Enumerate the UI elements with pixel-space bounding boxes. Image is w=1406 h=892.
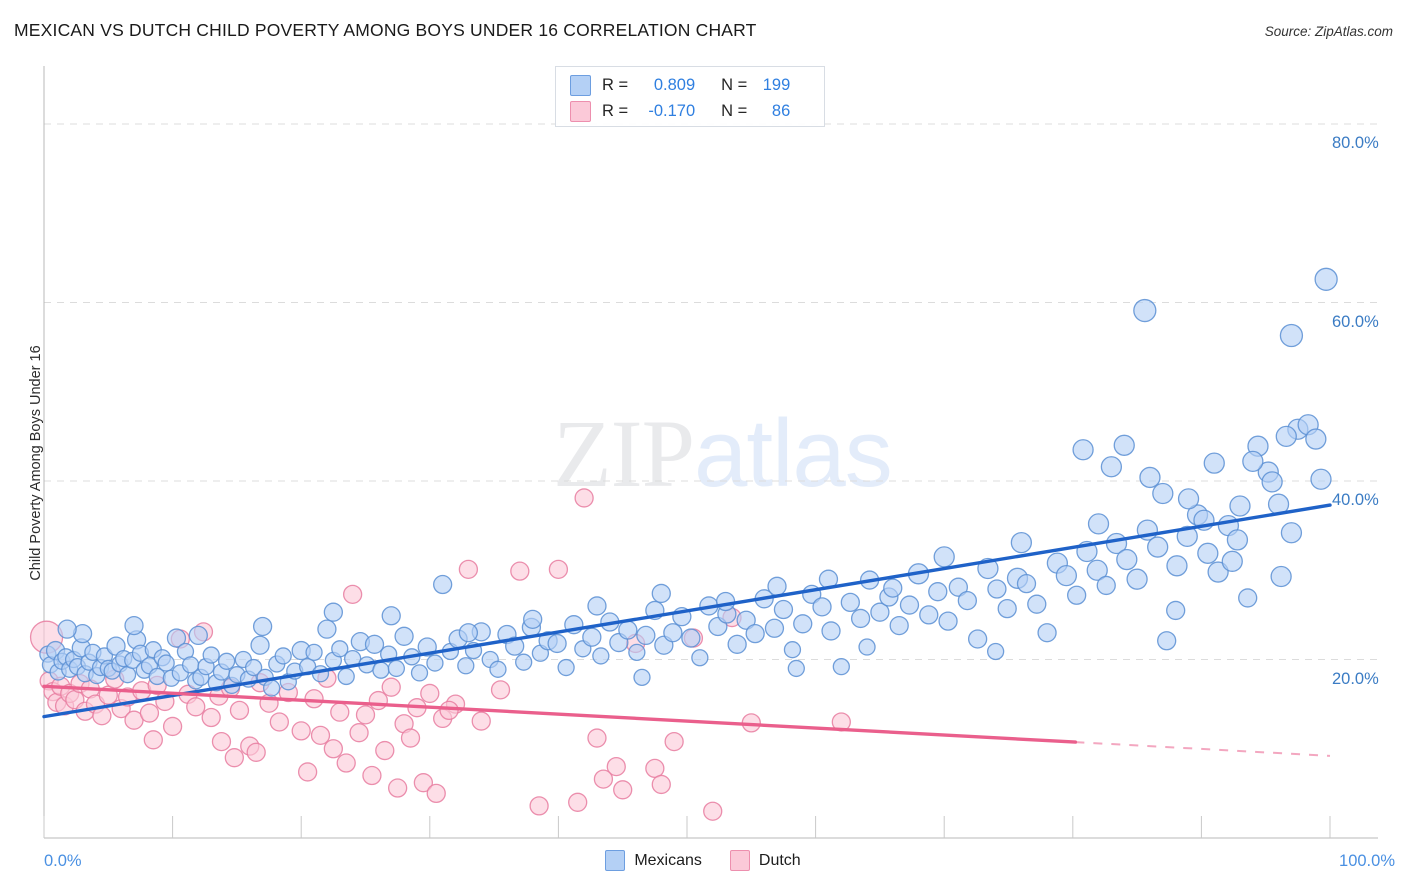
- legend-n-value-dutch: 86: [771, 101, 791, 120]
- legend-r-value-mexicans: 0.809: [653, 75, 696, 94]
- legend-label-mexicans: Mexicans: [634, 851, 702, 869]
- legend-r-label-mexicans: R =: [602, 75, 629, 94]
- page-title: MEXICAN VS DUTCH CHILD POVERTY AMONG BOY…: [14, 20, 757, 40]
- legend-n-value-mexicans: 199: [762, 75, 791, 94]
- legend-item-mexicans[interactable]: Mexicans: [605, 850, 702, 871]
- legend-label-dutch: Dutch: [758, 851, 801, 869]
- x-tick-label-max: 100.0%: [1339, 852, 1395, 870]
- y-tick-label-20: 20.0%: [1332, 669, 1379, 688]
- y-tick-label-40: 40.0%: [1332, 491, 1379, 509]
- legend-n-label-dutch: N =: [721, 101, 748, 120]
- legend-swatch-dutch: [570, 100, 591, 122]
- x-tick-label-min: 0.0%: [44, 852, 82, 870]
- legend-row-mexicans: R = 0.809 N = 199: [570, 72, 814, 98]
- legend-color-dutch: [729, 850, 750, 871]
- y-tick-label-60: 60.0%: [1332, 312, 1379, 331]
- legend-item-dutch[interactable]: Dutch: [729, 850, 801, 871]
- legend-swatch-mexicans: [570, 74, 591, 96]
- series-legend: Mexicans Dutch: [0, 850, 1406, 871]
- source-attribution: Source: ZipAtlas.com: [1264, 24, 1393, 39]
- legend-n-label-mexicans: N =: [721, 75, 748, 94]
- correlation-stats-legend: R = 0.809 N = 199 R = -0.170 N = 86: [555, 66, 825, 127]
- y-tick-label-80: 80.0%: [1332, 134, 1379, 152]
- legend-r-value-dutch: -0.170: [648, 101, 696, 120]
- legend-row-dutch: R = -0.170 N = 86: [570, 98, 814, 124]
- legend-color-mexicans: [605, 850, 626, 871]
- legend-r-label-dutch: R =: [602, 101, 629, 120]
